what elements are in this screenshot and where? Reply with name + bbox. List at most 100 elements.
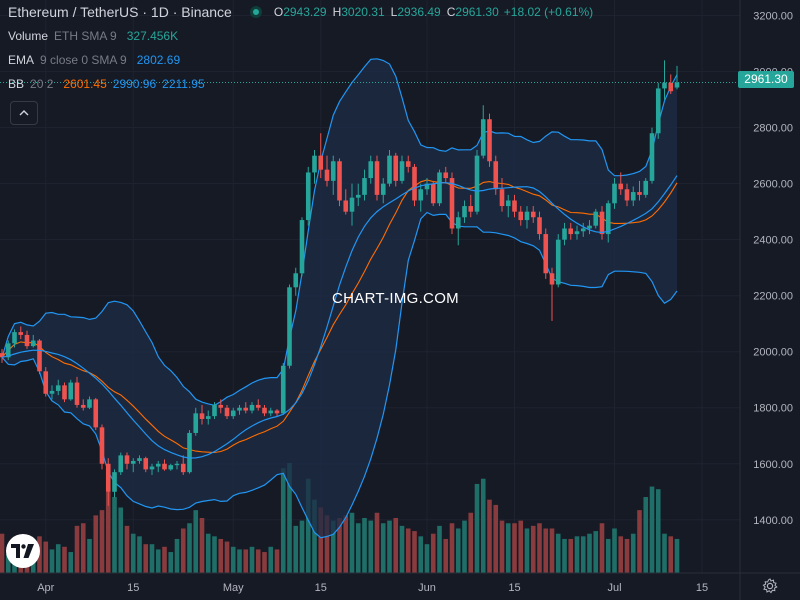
candle[interactable] <box>543 228 549 279</box>
candle[interactable] <box>324 155 330 187</box>
bb-legend-row[interactable]: BB 20 2 2601.45 2990.96 2211.95 <box>8 72 593 96</box>
candle[interactable] <box>318 133 324 179</box>
candle[interactable] <box>674 65 680 90</box>
candle[interactable] <box>568 222 574 240</box>
candle[interactable] <box>49 385 55 400</box>
candle[interactable] <box>537 211 542 240</box>
candle[interactable] <box>580 222 586 237</box>
candle[interactable] <box>462 200 467 223</box>
candle[interactable] <box>630 186 636 207</box>
candle[interactable] <box>349 183 355 226</box>
candle[interactable] <box>380 178 386 204</box>
candle[interactable] <box>649 127 655 184</box>
candle[interactable] <box>155 460 161 473</box>
candle[interactable] <box>55 379 61 396</box>
candle[interactable] <box>30 334 36 348</box>
candle[interactable] <box>5 340 11 361</box>
candle[interactable] <box>0 348 5 363</box>
candle[interactable] <box>205 410 211 425</box>
candle[interactable] <box>237 404 242 415</box>
candle[interactable] <box>468 194 474 218</box>
candle[interactable] <box>224 404 230 419</box>
candle[interactable] <box>499 178 505 212</box>
candle[interactable] <box>174 460 180 470</box>
candle[interactable] <box>343 189 349 215</box>
ema-legend-row[interactable]: EMA 9 close 0 SMA 9 2802.69 <box>8 48 593 72</box>
candle[interactable] <box>118 452 124 475</box>
candle[interactable] <box>243 402 249 414</box>
candle[interactable] <box>143 456 149 473</box>
candle[interactable] <box>549 267 555 321</box>
candle[interactable] <box>218 399 224 414</box>
candle[interactable] <box>249 402 255 414</box>
candle[interactable] <box>605 200 611 243</box>
candle[interactable] <box>393 152 399 187</box>
candle[interactable] <box>130 458 136 473</box>
candle[interactable] <box>99 424 105 470</box>
candle[interactable] <box>424 178 430 195</box>
candle[interactable] <box>162 459 167 471</box>
collapse-legend-button[interactable] <box>10 101 38 125</box>
candle[interactable] <box>599 206 605 240</box>
candle[interactable] <box>305 166 311 226</box>
candle[interactable] <box>293 267 299 296</box>
candle[interactable] <box>355 183 361 207</box>
volume-legend-row[interactable]: Volume ETH SMA 9 327.456K <box>8 24 593 48</box>
candle[interactable] <box>593 208 599 229</box>
candle[interactable] <box>274 409 280 417</box>
candle[interactable] <box>24 330 30 349</box>
candle[interactable] <box>12 329 17 348</box>
candle[interactable] <box>112 469 117 498</box>
candle[interactable] <box>312 150 317 184</box>
candle[interactable] <box>362 169 367 201</box>
candle[interactable] <box>262 404 267 417</box>
candle[interactable] <box>412 164 417 207</box>
candle[interactable] <box>43 367 49 397</box>
candle[interactable] <box>512 194 517 218</box>
candle[interactable] <box>137 455 142 464</box>
candle[interactable] <box>87 396 92 410</box>
candle[interactable] <box>187 430 192 474</box>
candle[interactable] <box>637 180 642 201</box>
candle[interactable] <box>624 183 630 207</box>
candle[interactable] <box>449 172 455 235</box>
candle[interactable] <box>455 211 461 246</box>
candle[interactable] <box>18 326 24 340</box>
candle[interactable] <box>518 206 524 226</box>
candle[interactable] <box>399 155 405 184</box>
candle[interactable] <box>437 169 442 207</box>
candle[interactable] <box>612 178 617 209</box>
candle[interactable] <box>149 463 155 475</box>
candle[interactable] <box>212 402 217 419</box>
candle[interactable] <box>505 194 511 218</box>
candle[interactable] <box>655 82 661 139</box>
candle[interactable] <box>37 339 42 375</box>
candle[interactable] <box>180 455 186 475</box>
settings-gear-icon[interactable] <box>762 578 778 594</box>
candle[interactable] <box>199 404 205 425</box>
candle[interactable] <box>418 183 424 212</box>
candle[interactable] <box>299 217 305 277</box>
symbol-title[interactable]: Ethereum / TetherUS · 1D · Binance <box>8 4 232 20</box>
candle[interactable] <box>574 225 580 240</box>
candle[interactable] <box>268 407 274 417</box>
candle[interactable] <box>530 206 536 223</box>
candle[interactable] <box>405 155 411 173</box>
candle[interactable] <box>487 113 492 167</box>
candle[interactable] <box>562 222 567 246</box>
candle[interactable] <box>93 397 99 431</box>
tradingview-logo[interactable] <box>6 534 40 568</box>
candle[interactable] <box>255 399 261 411</box>
candle[interactable] <box>618 172 624 195</box>
candle[interactable] <box>80 399 86 411</box>
candle[interactable] <box>474 150 480 215</box>
candle[interactable] <box>330 155 336 195</box>
candle[interactable] <box>193 407 199 436</box>
candle[interactable] <box>105 458 111 506</box>
candle[interactable] <box>124 452 130 470</box>
candle[interactable] <box>555 234 561 288</box>
candle[interactable] <box>74 376 80 408</box>
candle[interactable] <box>374 155 380 201</box>
